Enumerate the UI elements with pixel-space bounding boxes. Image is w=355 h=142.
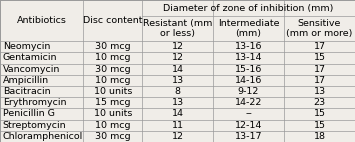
Text: Neomycin: Neomycin (3, 42, 50, 51)
Text: Antibiotics: Antibiotics (17, 16, 67, 25)
Text: 13-16: 13-16 (235, 42, 262, 51)
Text: 10 mcg: 10 mcg (95, 121, 131, 130)
Text: 13-14: 13-14 (235, 54, 262, 62)
Text: 15: 15 (313, 54, 326, 62)
Text: 8: 8 (175, 87, 180, 96)
Text: 14: 14 (171, 109, 184, 118)
Text: Chloramphenicol: Chloramphenicol (3, 132, 83, 141)
Text: 9-12: 9-12 (238, 87, 259, 96)
Text: Gentamicin: Gentamicin (3, 54, 58, 62)
Text: 23: 23 (313, 98, 326, 107)
Text: Sensitive
(mm or more): Sensitive (mm or more) (286, 19, 353, 38)
Text: 17: 17 (313, 65, 326, 74)
Text: 12-14: 12-14 (235, 121, 262, 130)
Text: Streptomycin: Streptomycin (3, 121, 66, 130)
Text: 13: 13 (171, 76, 184, 85)
Text: Erythromycin: Erythromycin (3, 98, 66, 107)
Text: 12: 12 (171, 42, 184, 51)
Text: Intermediate
(mm): Intermediate (mm) (218, 19, 279, 38)
Text: 15: 15 (313, 109, 326, 118)
Text: 13-17: 13-17 (235, 132, 262, 141)
Text: 10 mcg: 10 mcg (95, 54, 131, 62)
Text: 14-22: 14-22 (235, 98, 262, 107)
Text: 12: 12 (171, 54, 184, 62)
Text: Vancomycin: Vancomycin (3, 65, 60, 74)
Text: 17: 17 (313, 42, 326, 51)
Text: 15: 15 (313, 121, 326, 130)
Text: 10 units: 10 units (93, 109, 132, 118)
Text: Diameter of zone of inhibition (mm): Diameter of zone of inhibition (mm) (163, 4, 334, 13)
Text: 13: 13 (171, 98, 184, 107)
Text: 10 mcg: 10 mcg (95, 76, 131, 85)
Text: 15 mcg: 15 mcg (95, 98, 131, 107)
Text: Penicillin G: Penicillin G (3, 109, 55, 118)
Text: 13: 13 (313, 87, 326, 96)
Text: 14: 14 (171, 65, 184, 74)
Text: 30 mcg: 30 mcg (95, 42, 131, 51)
Text: Resistant (mm
or less): Resistant (mm or less) (143, 19, 212, 38)
Text: 18: 18 (313, 132, 326, 141)
Text: Ampicillin: Ampicillin (3, 76, 49, 85)
Text: Bacitracin: Bacitracin (3, 87, 50, 96)
Text: 17: 17 (313, 76, 326, 85)
Text: 11: 11 (171, 121, 184, 130)
Text: 30 mcg: 30 mcg (95, 132, 131, 141)
Text: Disc content: Disc content (83, 16, 142, 25)
Text: --: -- (245, 109, 252, 118)
Text: 12: 12 (171, 132, 184, 141)
Text: 14-16: 14-16 (235, 76, 262, 85)
Text: 30 mcg: 30 mcg (95, 65, 131, 74)
Text: 10 units: 10 units (93, 87, 132, 96)
Text: 15-16: 15-16 (235, 65, 262, 74)
